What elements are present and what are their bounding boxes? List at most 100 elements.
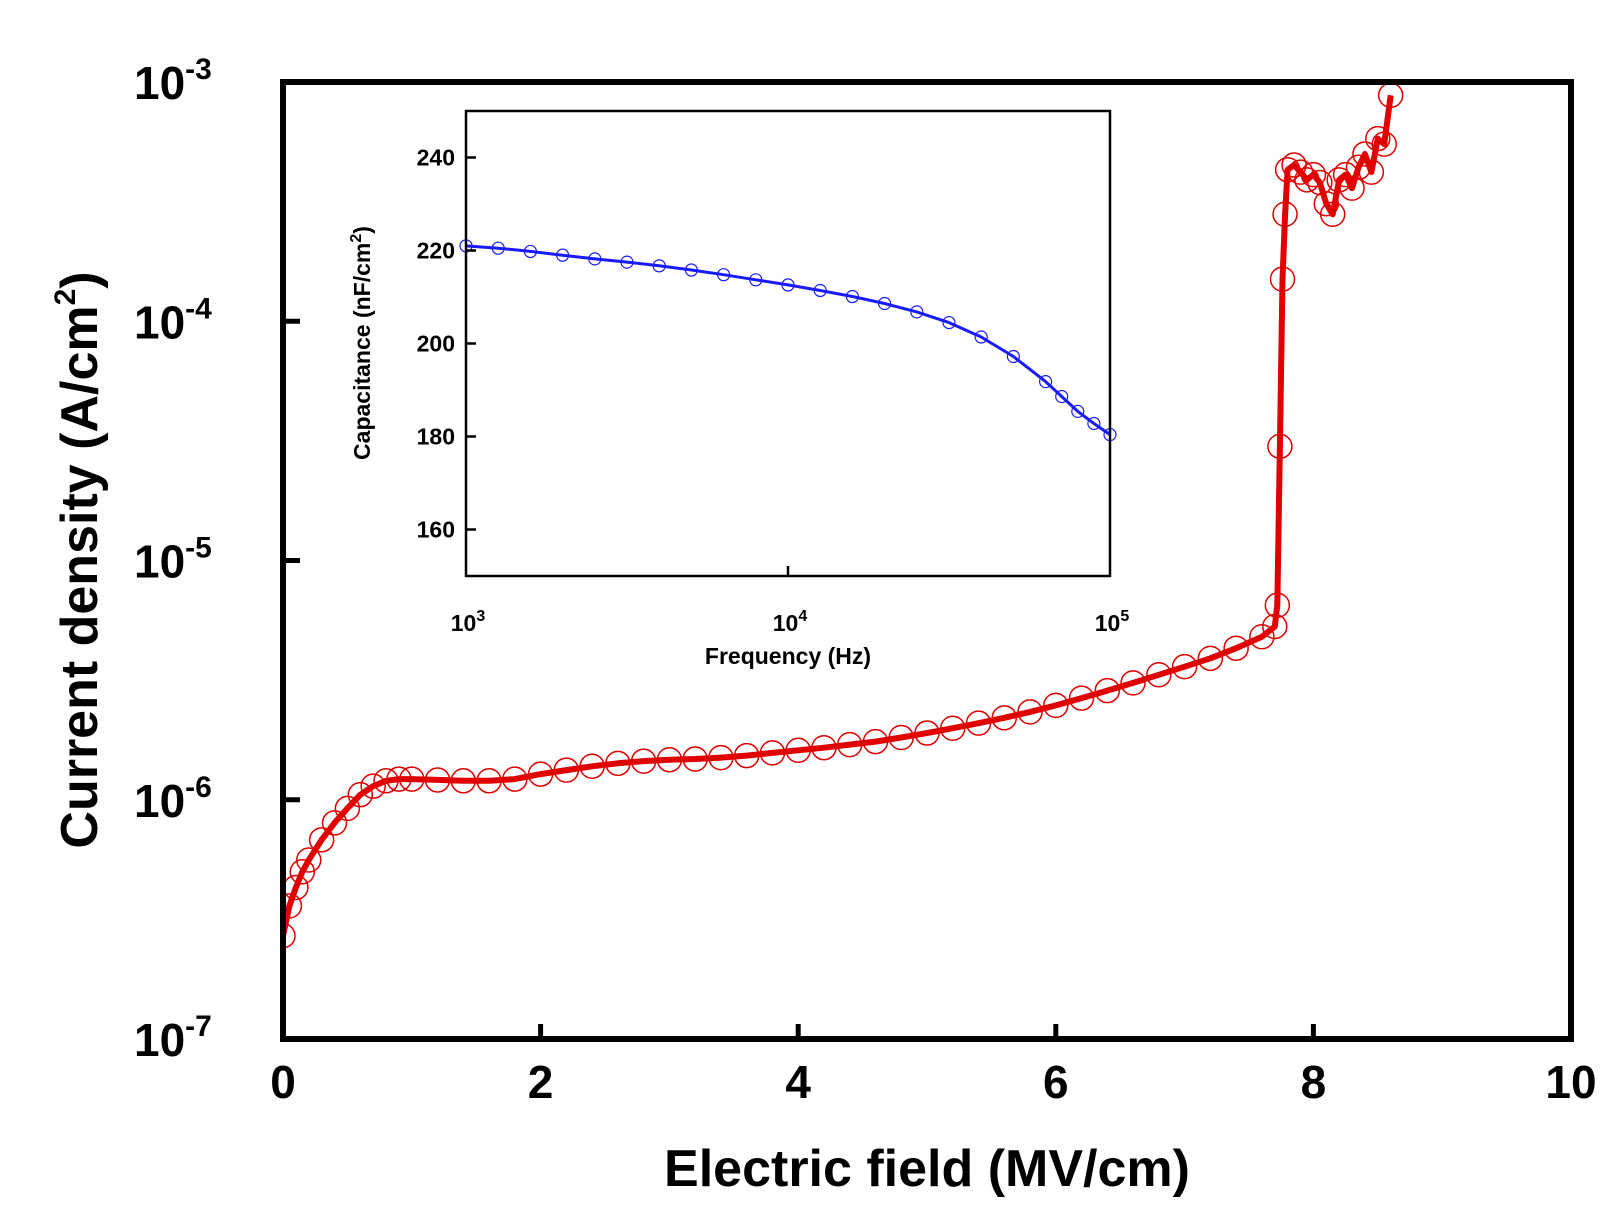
inset-data-point [781,278,795,292]
main-y-tick-exponent: -7 [185,1010,212,1043]
inset-x-tick-exponent: 3 [476,608,485,625]
main-series [283,82,1404,949]
inset-background [466,111,1110,576]
main-data-point [579,753,605,780]
main-y-tick-base: 10 [134,296,185,348]
main-data-point [1267,433,1293,460]
main-data-point [605,750,631,777]
main-data-point [334,795,361,822]
main-data-point [347,781,374,808]
inset-data-point [1006,349,1021,364]
main-data-point [708,744,734,771]
main-x-tick-label: 4 [785,1056,811,1108]
main-y-tick-exponent: -4 [185,292,212,325]
main-data-point [811,734,837,761]
main-data-point [1269,266,1296,292]
main-data-point [1171,653,1198,680]
main-data-point [424,767,451,793]
main-data-point [888,724,914,751]
main-data-point [1307,169,1333,196]
main-data-point [940,715,966,741]
main-data-point [360,773,386,799]
inset-x-tick-exponent: 4 [798,608,807,625]
main-data-point [1319,201,1346,228]
inset-data-point [749,273,763,287]
main-y-axis-label: Current density (A/cm2) [49,271,109,848]
main-y-axis-label-text: Current density (A/cm [51,305,109,848]
main-data-point [630,748,657,774]
main-y-tick-exponent: -3 [185,53,212,86]
inset-data-point [813,283,827,298]
main-data-point [527,761,554,787]
inset-data-point [1071,404,1085,418]
main-data-point [553,757,580,783]
inset-y-tick-label: 180 [417,424,455,450]
main-data-point [862,728,889,755]
main-data-point [1332,161,1359,188]
inset-data-point [845,289,860,304]
main-series-layer [283,82,1404,949]
main-y-axis-label-sup: 2 [49,289,82,306]
inset-y-tick-label: 200 [417,331,455,357]
inset-data-point [910,305,924,319]
main-y-tick-label: 10-5 [134,532,212,588]
inset-x-tick-base: 10 [1095,610,1121,636]
main-data-point [1339,175,1365,201]
inset-data-point [716,268,731,282]
inset-y-axis-label-close: ) [349,226,375,234]
inset-data-point [877,296,892,311]
main-data-point [836,731,863,758]
main-data-point [1223,635,1249,661]
inset-data-point [684,263,699,277]
main-x-axis-label: Electric field (MV/cm) [664,1140,1190,1198]
main-y-tick-base: 10 [134,775,185,827]
inset-series-line [465,244,1111,436]
main-data-point [1043,692,1069,719]
main-x-tick-label: 6 [1043,1056,1069,1108]
inset-data-point [1055,389,1069,404]
main-data-point [1326,167,1352,193]
main-data-point [1264,592,1291,619]
main-y-tick-label: 10-7 [134,1010,212,1066]
main-y-tick-base: 10 [134,57,185,109]
main-data-point [399,766,425,792]
main-data-point [1345,154,1372,181]
inset-y-tick-label: 160 [417,517,455,543]
inset-series [459,239,1117,442]
main-data-point [476,768,502,794]
main-y-tick-base: 10 [134,536,185,588]
main-data-point [1358,159,1385,185]
inset-x-tick-label: 104 [773,608,808,636]
main-data-point [1272,201,1298,228]
main-data-point [283,893,303,919]
main-data-point [1017,699,1043,725]
main-y-tick-exponent: -6 [185,771,212,804]
main-data-point [785,737,811,764]
main-data-point [296,847,322,873]
main-data-point [1068,685,1095,711]
inset-x-axis-label: Frequency (Hz) [705,643,871,669]
main-data-point [321,810,348,836]
main-x-tick-label: 8 [1301,1056,1327,1108]
inset-y-axis-label-sup: 2 [348,234,365,243]
main-x-tick-label: 0 [270,1056,296,1108]
inset-data-point [1087,416,1101,431]
main-data-point [502,766,528,792]
inset-data-point [652,259,666,273]
main-data-point [1249,624,1275,650]
inset-y-tick-label: 240 [417,145,455,171]
inset-y-tick-label: 220 [417,238,455,264]
inset-y-axis-label: Capacitance (nF/cm2) [348,226,375,460]
main-x-tick-label: 10 [1545,1056,1596,1108]
inset-x-tick-label: 103 [451,608,486,636]
main-data-point [991,705,1018,731]
main-data-point [1197,645,1224,672]
main-data-point [733,742,760,769]
main-data-point [759,740,786,766]
main-y-tick-label: 10-3 [134,53,212,109]
main-data-point [656,746,683,773]
